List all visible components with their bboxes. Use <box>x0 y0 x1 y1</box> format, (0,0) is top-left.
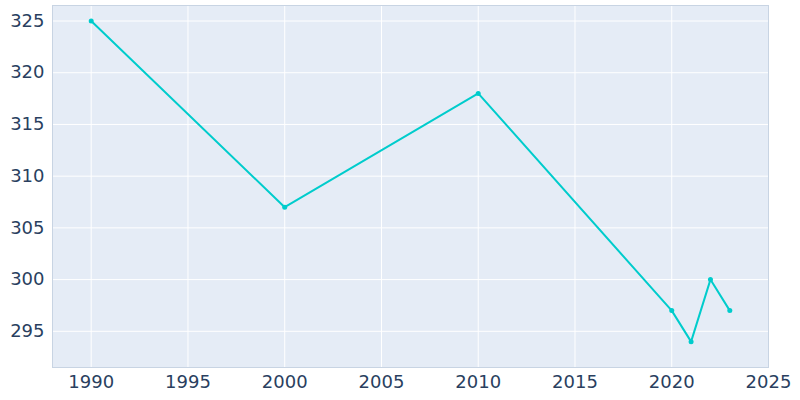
svg-text:320: 320 <box>10 61 44 82</box>
svg-text:1995: 1995 <box>165 371 211 392</box>
svg-text:2015: 2015 <box>552 371 598 392</box>
svg-text:325: 325 <box>10 10 44 31</box>
svg-text:2000: 2000 <box>262 371 308 392</box>
svg-text:2025: 2025 <box>746 371 792 392</box>
svg-text:2010: 2010 <box>455 371 501 392</box>
svg-text:300: 300 <box>10 268 44 289</box>
svg-text:315: 315 <box>10 113 44 134</box>
svg-text:2005: 2005 <box>359 371 405 392</box>
svg-text:2020: 2020 <box>649 371 695 392</box>
svg-text:295: 295 <box>10 320 44 341</box>
svg-text:305: 305 <box>10 217 44 238</box>
svg-text:1990: 1990 <box>68 371 114 392</box>
svg-text:310: 310 <box>10 165 44 186</box>
